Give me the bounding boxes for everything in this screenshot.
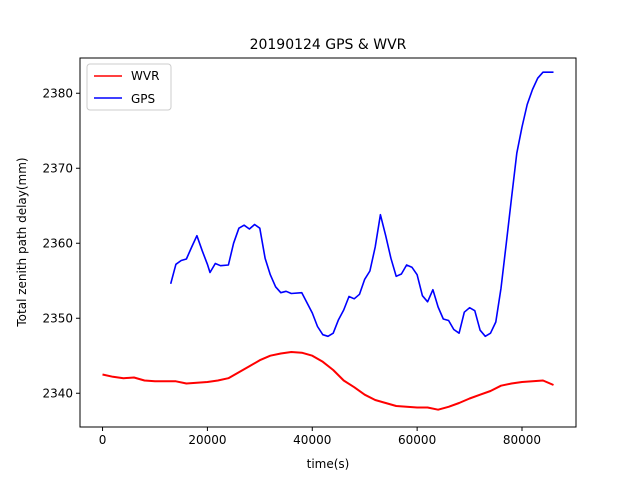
x-tick-label: 20000	[188, 433, 226, 447]
series-line-gps	[169, 71, 554, 338]
y-tick-label: 2350	[42, 311, 73, 325]
x-tick-label: 0	[99, 433, 107, 447]
y-tick-label: 2340	[42, 386, 73, 400]
x-tick-label: 80000	[503, 433, 541, 447]
series-line-wvr	[102, 351, 554, 411]
legend-label-gps: GPS	[131, 92, 155, 106]
y-tick-label: 2360	[42, 236, 73, 250]
y-axis-label: Total zenith path delay(mm)	[15, 157, 29, 327]
y-tick-label: 2370	[42, 161, 73, 175]
series-layer	[102, 71, 554, 411]
legend: WVR GPS	[86, 63, 172, 111]
y-tick-label: 2380	[42, 86, 73, 100]
chart-title: 20190124 GPS & WVR	[250, 37, 407, 53]
legend-label-wvr: WVR	[131, 69, 159, 83]
plot-frame	[79, 57, 577, 428]
x-axis: 0 20000 40000 60000 80000	[99, 427, 541, 447]
x-tick-label: 60000	[398, 433, 436, 447]
y-axis: 2340 2350 2360 2370 2380	[42, 86, 80, 400]
x-tick-label: 40000	[293, 433, 331, 447]
x-axis-label: time(s)	[307, 457, 350, 471]
